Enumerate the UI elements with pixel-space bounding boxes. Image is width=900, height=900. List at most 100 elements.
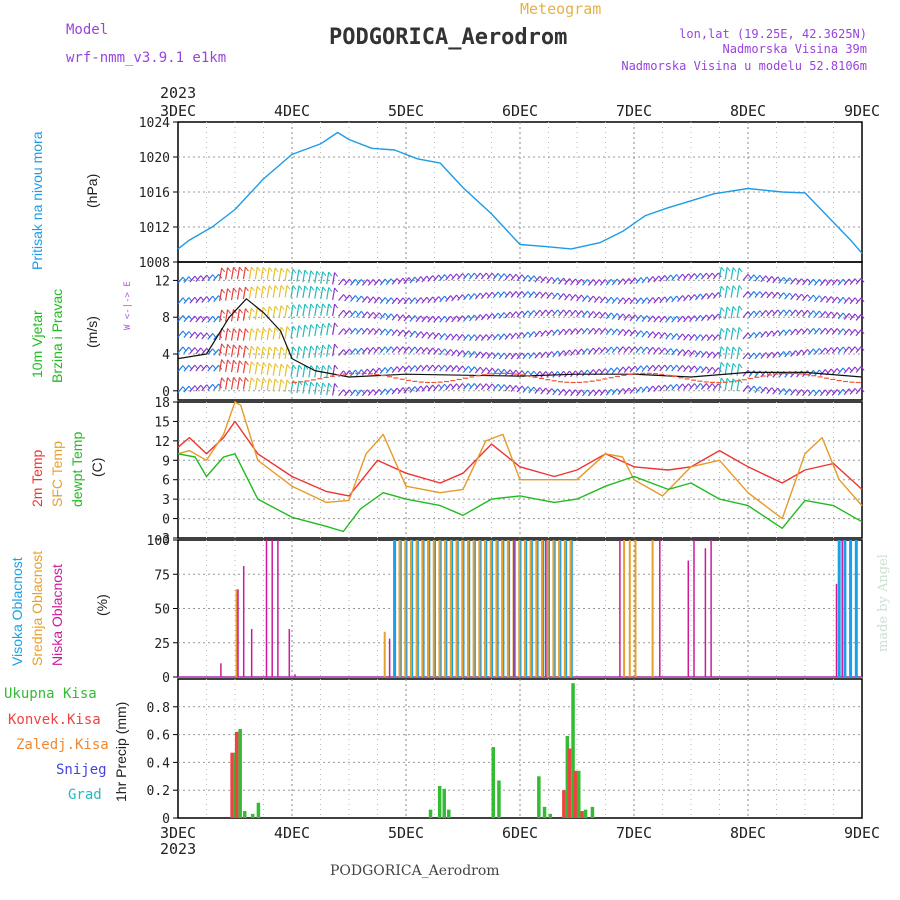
wind-barb [397,387,404,394]
wind-barb [219,359,223,372]
wind-barb-flag [771,276,776,281]
wind-barb-flag [438,332,443,338]
wind-barb [236,377,241,390]
wind-barb [189,315,196,323]
cloud-ytick-label: 75 [154,568,170,583]
wind-barb-flag [426,347,431,352]
wind-barb [457,294,464,301]
wind-barb [415,315,422,323]
wind-barb-flag [732,285,737,290]
wind-barb-flag [640,330,645,335]
wind-barb-flag [640,346,645,352]
sfctemp-axis-title: SFC Temp [49,441,65,507]
wind-barb [463,334,469,341]
wind-barb [724,267,728,280]
wind-barb [320,382,324,395]
wind-barb [230,267,235,280]
wind-barb [397,346,404,354]
wind-ytick-label: 0 [162,385,170,400]
wind-barb [837,278,844,286]
wind-barb [242,287,247,300]
wind-barb-flag [682,365,687,370]
wind-barb [457,273,464,280]
wind-barb [819,369,826,376]
top-day-label: 3DEC [160,102,196,120]
wind-barb [534,275,541,283]
wind-barb [540,387,547,395]
wind-barb-flag [676,348,681,354]
wind-barb [201,315,208,323]
wind-barb [718,267,722,280]
bottom-day-label: 5DEC [388,824,424,842]
wind-barb [748,310,755,318]
wind-barb [403,386,410,394]
wind-speed-line [177,298,863,378]
wind-barb-flag [533,386,538,392]
wind-barb [230,344,235,357]
wind-barb [195,332,202,339]
wind-barb [683,294,690,302]
wind-barb-flag [444,364,449,370]
wind-barb-flag [563,293,568,298]
wind-barb [766,275,773,283]
wind-barb [617,313,624,321]
wind-barb-flag [444,333,449,338]
wind-barb [564,293,571,301]
wind-barb [391,387,398,395]
wind-barb [427,315,434,323]
wind-barb-flag [420,331,425,336]
wind-barb [278,363,282,377]
wind-barb [629,329,636,337]
wind-barb [629,365,636,373]
wind-barb [510,311,517,318]
wind-barb [451,349,458,357]
wind-barb [224,344,229,357]
wind-barb [599,368,606,375]
wind-barb-flag [298,346,303,351]
wind-barb-flag [557,388,562,394]
wind-barb-flag [432,332,437,337]
wind-barb-flag [396,329,401,334]
wind-barb [433,296,440,303]
wind-barb-flag [848,313,853,318]
wind-barb-flag [396,313,401,319]
wind-barb [302,285,306,298]
wind-barb [498,384,505,391]
wind-barb-flag [598,311,603,317]
wind-barb [219,377,223,390]
wind-barb [683,333,690,341]
wind-barb [683,365,690,372]
wind-barb [385,346,392,354]
wind-barb [843,297,850,304]
wind-barb [635,277,642,284]
wind-barb-flag [848,328,853,334]
wind-barb [635,386,642,394]
wind-barb [415,297,422,304]
wind-barb-flag [616,313,621,318]
wind-barb [290,304,294,317]
wind-barb [445,295,452,302]
wind-barb [843,346,850,354]
wind-barb [689,315,695,323]
wind-barb-flag [860,346,865,351]
wind-barb [361,279,368,286]
wind-barb [641,276,648,284]
wind-barb [724,362,728,375]
wind-barb [344,278,351,286]
wind-barb-flag [298,269,303,274]
wind-barb [468,383,475,390]
wind-barb [617,366,624,374]
wind-barb [730,285,734,298]
wind-barb-flag [274,363,279,368]
wind-barb [379,346,386,354]
wind-barb [540,330,547,337]
temperature-ytick-label: 15 [154,415,170,430]
wind-barb-flag [860,329,865,335]
wind-barb [647,385,654,393]
wind-barb [248,308,252,321]
wind-barb-flag [268,346,273,352]
wind-barb [397,365,404,373]
wind-barb-flag [334,343,339,349]
top-day-label: 9DEC [844,102,880,120]
wind-barb-flag [563,277,568,283]
